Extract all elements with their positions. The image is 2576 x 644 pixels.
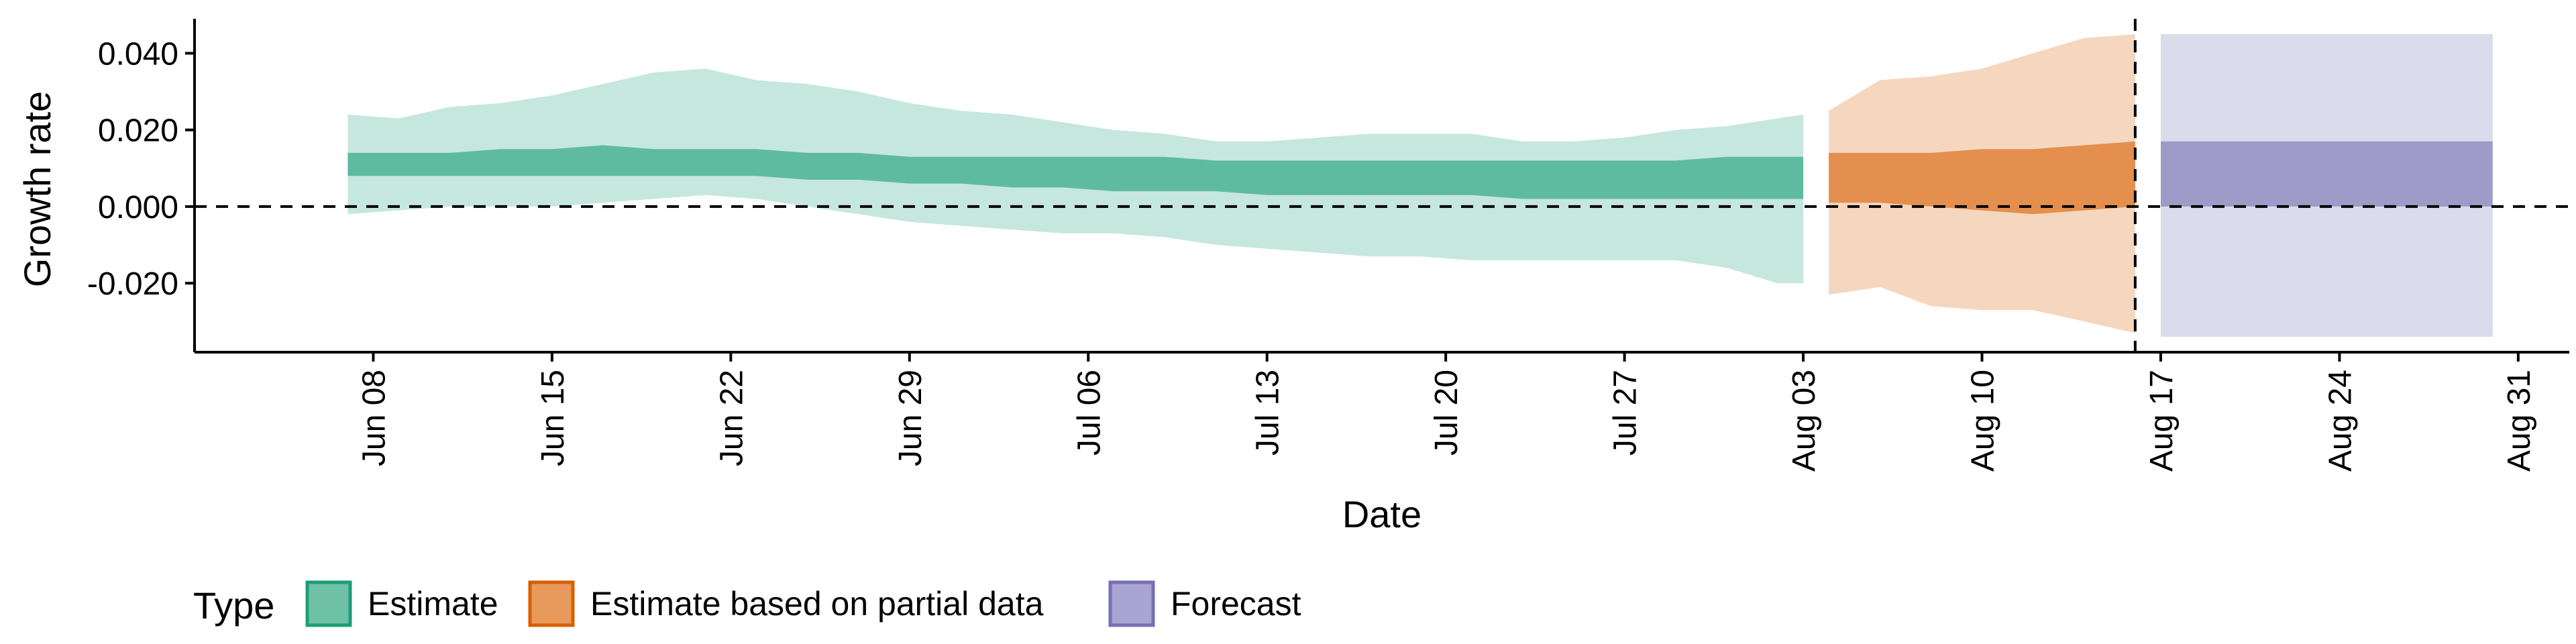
band-inner-estimate (347, 145, 1804, 199)
y-tick-label: 0.020 (98, 113, 178, 149)
legend: Type Estimate Estimate based on partial d… (193, 580, 1301, 627)
legend-entries: Estimate Estimate based on partial data Fo… (305, 580, 1301, 627)
y-axis-ticks: -0.020 0.000 0.020 0.040 (87, 36, 195, 302)
y-tick-label: -0.020 (87, 266, 178, 302)
y-tick-label: 0.000 (98, 190, 178, 225)
x-axis-ticks: Jun 08 Jun 15 Jun 22 Jun 29 Jul 06 Jul 13 Jul … (357, 352, 2537, 472)
plot-area (347, 34, 2493, 337)
legend-label-estimate: Estimate (368, 585, 498, 623)
axes (193, 19, 2569, 354)
x-tick-label: Jul 27 (1608, 370, 1644, 455)
legend-label-estimate-based-on-partial-data: Estimate based on partial data (590, 585, 1044, 623)
x-tick-label: Aug 17 (2144, 370, 2180, 472)
x-axis-title: Date (1342, 493, 1421, 535)
band-inner-estimate-based-on-partial-data (1829, 141, 2135, 215)
legend-key-estimate (305, 580, 352, 627)
x-tick-label: Jul 06 (1071, 370, 1107, 455)
y-tick-label: 0.040 (98, 36, 178, 72)
x-tick-label: Jun 08 (357, 370, 392, 466)
x-tick-label: Aug 31 (2502, 370, 2537, 472)
reference-lines (195, 19, 2569, 352)
x-tick-label: Jul 20 (1429, 370, 1464, 455)
x-tick-label: Jun 15 (535, 370, 571, 466)
x-tick-label: Jun 29 (893, 370, 928, 466)
legend-title: Type (193, 584, 274, 627)
band-inner-forecast (2161, 141, 2493, 207)
legend-key-estimate-based-on-partial-data (528, 580, 575, 627)
legend-label-forecast: Forecast (1171, 585, 1301, 623)
x-tick-label: Aug 10 (1966, 370, 2001, 472)
legend-key-forecast (1108, 580, 1155, 627)
y-axis-title: Growth rate (16, 91, 58, 288)
x-tick-label: Aug 24 (2322, 370, 2358, 472)
x-tick-label: Jun 22 (714, 370, 749, 466)
x-tick-label: Jul 13 (1250, 370, 1286, 455)
x-tick-label: Aug 03 (1786, 370, 1822, 472)
